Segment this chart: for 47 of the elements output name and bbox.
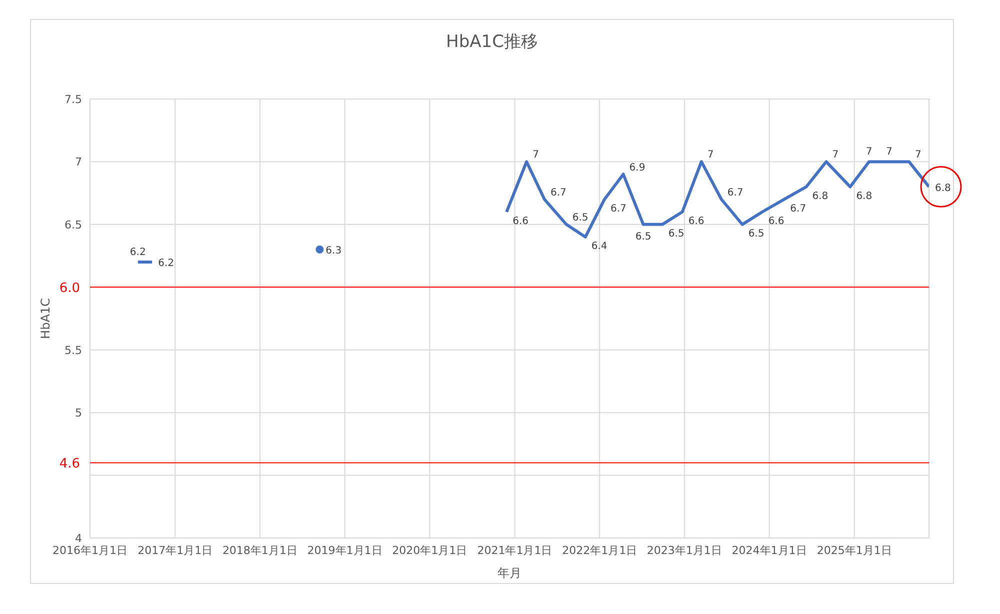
x-tick-label: 2021年1月1日 bbox=[477, 544, 552, 557]
data-label: 6.2 bbox=[130, 247, 146, 258]
x-tick-label: 2016年1月1日 bbox=[52, 544, 128, 557]
data-label: 6.3 bbox=[326, 246, 342, 257]
x-tick-label: 2020年1月1日 bbox=[392, 544, 468, 557]
line-series bbox=[505, 160, 929, 238]
data-label: 6.5 bbox=[572, 212, 588, 224]
data-label: 6.5 bbox=[668, 228, 684, 240]
data-label: 6.7 bbox=[610, 203, 626, 214]
data-label: 7 bbox=[832, 150, 839, 161]
x-tick-label: 2018年1月1日 bbox=[222, 544, 298, 557]
data-label: 6.8 bbox=[812, 190, 828, 202]
data-label: 7 bbox=[866, 146, 872, 158]
x-tick-label: 2017年1月1日 bbox=[138, 544, 213, 557]
y-tick-label: 4 bbox=[75, 532, 82, 545]
ref-line-label: 6.0 bbox=[59, 281, 80, 296]
x-tick-label: 2019年1月1日 bbox=[307, 544, 382, 557]
data-label: 6.7 bbox=[727, 187, 744, 198]
data-label: 6.5 bbox=[635, 231, 652, 242]
data-label: 6.4 bbox=[591, 240, 608, 252]
data-label: 7 bbox=[707, 150, 714, 161]
data-label: 6.9 bbox=[629, 162, 646, 174]
y-tick-label: 5.5 bbox=[64, 344, 82, 357]
data-label: 6.6 bbox=[768, 216, 784, 227]
x-axis-title: 年月 bbox=[498, 566, 522, 580]
y-tick-label: 5 bbox=[75, 406, 82, 420]
ref-line-label: 4.6 bbox=[59, 456, 80, 472]
data-label: 7 bbox=[915, 150, 922, 161]
data-label: 7 bbox=[532, 150, 539, 161]
x-tick-label: 2024年1月1日 bbox=[732, 544, 807, 557]
data-label: 6.7 bbox=[790, 203, 806, 214]
chart-title: HbA1C推移 bbox=[445, 31, 539, 53]
y-tick-label: 6.5 bbox=[64, 218, 82, 232]
data-label: 6.6 bbox=[512, 216, 528, 227]
data-label: 6.6 bbox=[688, 216, 704, 227]
x-tick-label: 2025年1月1日 bbox=[816, 544, 892, 557]
data-label: 6.7 bbox=[550, 187, 566, 198]
x-tick-label: 2023年1月1日 bbox=[646, 544, 722, 557]
data-label: 6.5 bbox=[748, 228, 764, 240]
data-label: 6.2 bbox=[158, 258, 174, 270]
data-label: 6.8 bbox=[935, 182, 951, 194]
y-tick-label: 7.5 bbox=[64, 92, 82, 106]
y-tick-label: 7 bbox=[75, 156, 82, 169]
data-label: 6.8 bbox=[856, 190, 872, 202]
x-tick-label: 2022年1月1日 bbox=[562, 544, 638, 557]
y-axis-title: HbA1C bbox=[38, 298, 52, 339]
data-label: 7 bbox=[886, 146, 892, 158]
